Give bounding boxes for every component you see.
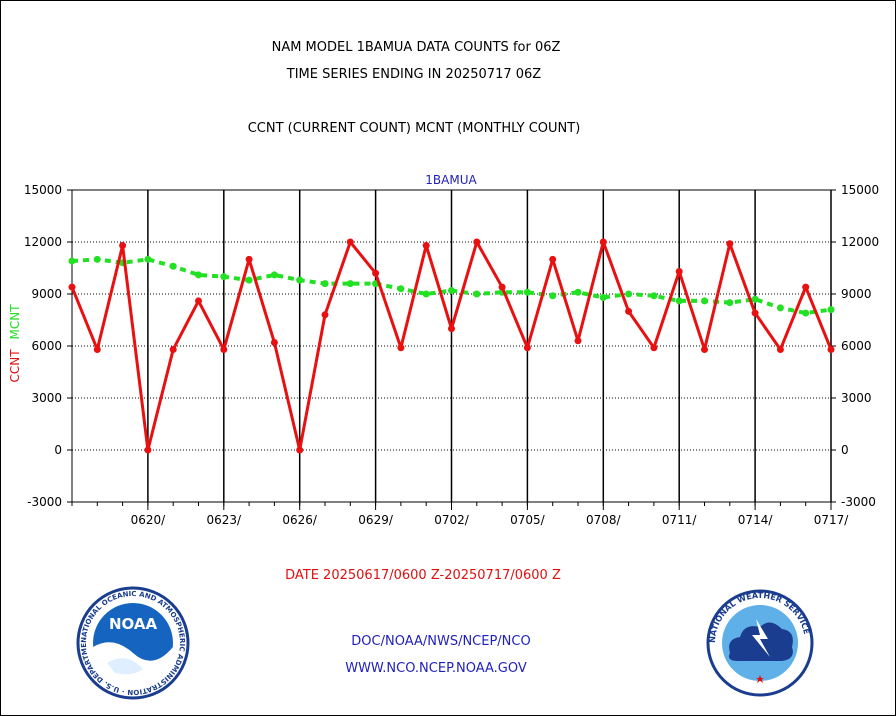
data-point-ccnt [372,269,380,277]
y-tick-label-left: 9000 [31,287,62,301]
data-point-ccnt [549,255,557,263]
data-point-ccnt [321,311,329,319]
data-point-mcnt [245,276,253,284]
data-point-mcnt [776,304,784,312]
data-point-mcnt [68,257,76,265]
data-point-mcnt [802,309,810,317]
data-point-mcnt [321,280,329,288]
y-tick-label-left: 6000 [31,339,62,353]
nws-logo-icon: NATIONAL WEATHER SERVICE [706,589,814,697]
x-tick-label: 0717/ [814,513,850,527]
y-tick-label-right: 9000 [841,287,872,301]
data-point-ccnt [422,241,430,249]
data-point-ccnt [473,238,481,246]
chart-subtitle: CCNT (CURRENT COUNT) MCNT (MONTHLY COUNT… [248,121,581,136]
y-tick-label-right: 3000 [841,391,872,405]
y-tick-label-left: 3000 [31,391,62,405]
data-point-mcnt [701,297,708,305]
y-label-mcnt: MCNT [8,304,22,340]
data-point-ccnt [625,307,633,315]
chart-title-line1: NAM MODEL 1BAMUA DATA COUNTS for 06Z [272,40,561,55]
x-tick-label: 0711/ [662,513,698,527]
y-tick-label-left: 0 [54,443,62,457]
data-point-mcnt [93,255,101,263]
data-point-mcnt [448,287,455,295]
date-range-label: DATE 20250617/0600 Z-20250717/0600 Z [285,568,561,583]
data-point-ccnt [245,255,253,263]
data-point-mcnt [195,271,202,279]
y-tick-label-left: 15000 [24,183,62,197]
x-tick-label: 0705/ [510,513,546,527]
data-point-mcnt [169,262,177,270]
data-point-mcnt [270,271,278,279]
data-point-ccnt [599,238,607,246]
data-point-ccnt [498,283,506,291]
y-tick-label-right: 12000 [841,235,879,249]
data-point-mcnt [523,288,531,296]
data-point-mcnt [675,297,683,305]
y-tick-label-right: -3000 [841,495,876,509]
data-point-ccnt [119,241,127,249]
plot-title: 1BAMUA [425,173,477,187]
data-point-ccnt [650,344,658,352]
data-point-ccnt [675,267,683,275]
x-tick-label: 0629/ [358,513,394,527]
data-point-mcnt [751,295,759,303]
data-point-mcnt [827,306,835,314]
x-tick-label: 0714/ [738,513,774,527]
x-tick-label: 0623/ [207,513,243,527]
data-point-ccnt [296,446,304,454]
data-point-ccnt [701,345,708,353]
data-point-ccnt [346,238,354,246]
data-point-mcnt [144,255,152,263]
data-point-ccnt [574,337,582,345]
data-point-mcnt [296,276,304,284]
data-point-ccnt [397,344,405,352]
data-point-mcnt [549,292,557,300]
x-tick-label: 0626/ [282,513,318,527]
data-point-mcnt [346,280,354,288]
data-point-mcnt [574,288,582,296]
data-point-ccnt [776,345,784,353]
x-tick-label: 0708/ [586,513,622,527]
data-point-mcnt [422,290,430,298]
data-point-mcnt [726,299,734,307]
noaa-logo-text: NOAA [109,615,158,633]
x-tick-label: 0620/ [131,513,167,527]
data-point-ccnt [726,240,734,248]
y-tick-label-right: 0 [841,443,849,457]
data-point-mcnt [220,273,228,281]
data-point-ccnt [448,325,455,333]
data-point-ccnt [827,345,835,353]
data-point-ccnt [802,283,810,291]
y-tick-label-left: -3000 [27,495,62,509]
data-point-ccnt [523,344,531,352]
data-point-ccnt [220,345,228,353]
data-point-ccnt [195,297,202,305]
footer-link-doc[interactable]: DOC/NOAA/NWS/NCEP/NCO [351,634,530,649]
footer-link-website[interactable]: WWW.NCO.NCEP.NOAA.GOV [345,661,527,676]
x-tick-label: 0702/ [434,513,470,527]
data-point-mcnt [397,285,405,293]
data-point-ccnt [169,345,177,353]
noaa-logo-icon: NOAA NATIONAL OCEANIC AND ATMOSPHERIC AD… [76,586,190,700]
y-tick-label-right: 6000 [841,339,872,353]
data-point-mcnt [650,292,658,300]
data-point-ccnt [93,345,101,353]
data-point-ccnt [270,339,278,347]
data-point-ccnt [68,283,76,291]
data-point-ccnt [144,446,152,454]
y-tick-label-right: 15000 [841,183,879,197]
data-point-mcnt [599,293,607,301]
y-axis-label: CCNT MCNT [8,304,22,383]
y-tick-label-left: 12000 [24,235,62,249]
data-point-mcnt [625,290,633,298]
data-point-mcnt [473,290,481,298]
data-point-ccnt [751,309,759,317]
chart-title-line2: TIME SERIES ENDING IN 20250717 06Z [286,67,542,82]
y-label-ccnt: CCNT [8,349,22,383]
